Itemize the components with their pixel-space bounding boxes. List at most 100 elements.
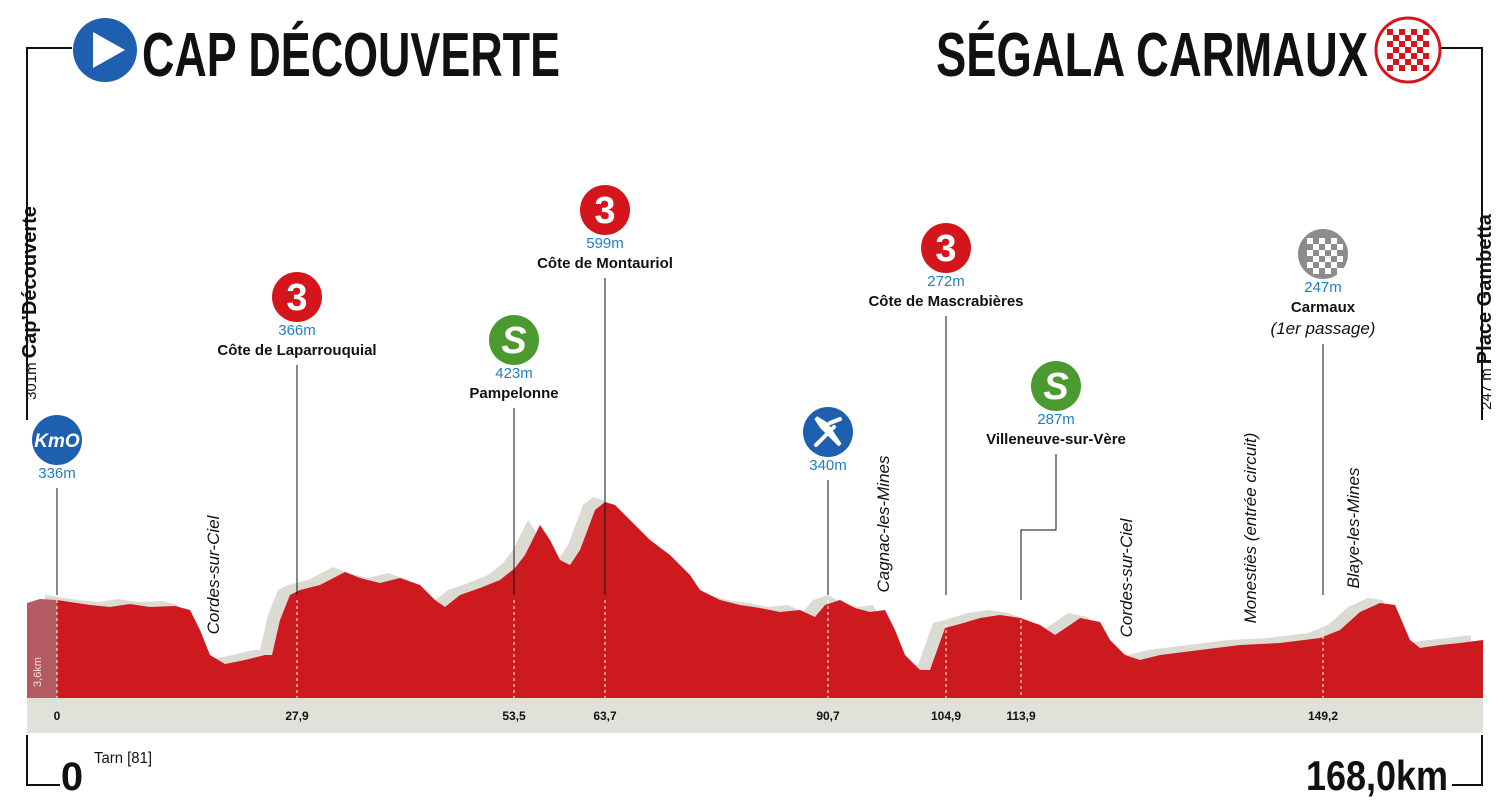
finish-icon-square	[1399, 53, 1405, 59]
marker-km: 27,9	[285, 709, 309, 723]
start-km: 0	[61, 755, 83, 799]
marker-icon	[32, 415, 82, 465]
marker-km: 0	[54, 709, 61, 723]
bracket	[26, 47, 72, 420]
marker-icon-square	[1313, 256, 1319, 262]
town-label: Cagnac-les-Mines	[874, 455, 893, 592]
marker-icon	[580, 185, 630, 235]
marker-km: 149,2	[1308, 709, 1338, 723]
marker-icon-square	[1325, 256, 1331, 262]
marker-icon-label: S	[501, 320, 526, 362]
marker-icon-square	[1331, 262, 1337, 268]
km-band	[27, 698, 1483, 733]
finish-icon-square	[1417, 35, 1423, 41]
distance: 168,0km	[1306, 752, 1448, 799]
marker-altitude: 366m	[278, 322, 316, 339]
finish-icon-square	[1387, 29, 1393, 35]
marker-icon-square	[1331, 238, 1337, 244]
marker-icon-square	[1337, 244, 1343, 250]
marker-icon-square	[1307, 262, 1313, 268]
marker-km: 113,9	[1006, 709, 1036, 723]
marker-icon-square	[1313, 268, 1319, 274]
town-label: Cordes-sur-Ciel	[1117, 517, 1136, 637]
marker-altitude: 423m	[495, 365, 533, 382]
finish-icon-square	[1423, 41, 1429, 47]
finish-icon-square	[1411, 29, 1417, 35]
marker-icon-fork	[814, 416, 842, 447]
marker-km: 63,7	[593, 709, 617, 723]
finish-icon-square	[1399, 41, 1405, 47]
marker-icon-square	[1307, 250, 1313, 256]
finish-icon-square	[1393, 59, 1399, 65]
finish-icon-square	[1399, 65, 1405, 71]
finish-icon-square	[1393, 35, 1399, 41]
finish-place: Place Gambetta	[1474, 213, 1496, 364]
start-icon-arrow	[93, 32, 125, 68]
marker-icon	[272, 272, 322, 322]
finish-icon-square	[1387, 65, 1393, 71]
marker-name: Côte de Mascrabières	[868, 293, 1023, 310]
start-altitude: 301m	[23, 362, 40, 400]
neutral-distance: 3,6km	[32, 657, 44, 687]
finish-icon-square	[1405, 47, 1411, 53]
finish-icon-square	[1387, 53, 1393, 59]
finish-icon-square	[1411, 53, 1417, 59]
finish-label: 247 m Place Gambetta	[1474, 213, 1496, 410]
marker-altitude: 272m	[927, 273, 965, 290]
marker-icon-square	[1319, 262, 1325, 268]
marker-icon	[921, 223, 971, 273]
bracket	[26, 735, 60, 786]
finish-altitude: 247 m	[1478, 368, 1495, 410]
finish-icon-square	[1417, 47, 1423, 53]
finish-icon-square	[1423, 29, 1429, 35]
marker-icon-square	[1337, 256, 1343, 262]
marker-icon	[489, 315, 539, 365]
finish-title: SÉGALA CARMAUX	[936, 21, 1368, 90]
marker-name: Côte de Laparrouquial	[217, 342, 376, 359]
marker-name: Pampelonne	[469, 385, 558, 402]
finish-icon-square	[1411, 41, 1417, 47]
marker-altitude: 599m	[586, 235, 624, 252]
bracket	[1440, 47, 1483, 420]
marker-icon-square	[1325, 268, 1331, 274]
marker-altitude: 336m	[38, 465, 76, 482]
neutral-zone	[27, 599, 57, 698]
marker-icon-square	[1313, 244, 1319, 250]
finish-icon-square	[1405, 35, 1411, 41]
finish-icon-square	[1411, 65, 1417, 71]
marker-altitude: 287m	[1037, 411, 1075, 428]
profile	[57, 502, 1483, 698]
finish-icon-square	[1405, 59, 1411, 65]
marker-icon-square	[1325, 244, 1331, 250]
marker-icon-square	[1319, 250, 1325, 256]
marker-km: 53,5	[502, 709, 526, 723]
start-place: Cap’Découverte	[19, 206, 41, 358]
bracket	[1452, 735, 1483, 786]
marker-altitude: 247m	[1304, 279, 1342, 296]
marker-icon-square	[1319, 238, 1325, 244]
marker-name: Villeneuve-sur-Vère	[986, 431, 1126, 448]
marker-icon-square	[1331, 250, 1337, 256]
finish-icon-square	[1423, 53, 1429, 59]
marker-icon-label: 3	[286, 277, 307, 319]
town-label: Monestiès (entrée circuit)	[1241, 433, 1260, 624]
marker-icon-label: 3	[935, 228, 956, 270]
marker-line	[1020, 454, 1057, 600]
start-label: 301m Cap’Découverte	[19, 206, 41, 400]
marker-icon-label: S	[1043, 366, 1068, 408]
finish-icon-square	[1393, 47, 1399, 53]
marker-icon	[1031, 361, 1081, 411]
marker-name: Côte de Montauriol	[537, 255, 673, 272]
town-label: Cordes-sur-Ciel	[204, 514, 223, 634]
marker-icon-square	[1337, 268, 1343, 274]
start-title: CAP DÉCOUVERTE	[142, 21, 560, 90]
marker-altitude: 340m	[809, 457, 847, 474]
town-label: Blaye-les-Mines	[1344, 467, 1363, 588]
finish-icon-square	[1387, 41, 1393, 47]
finish-icon-square	[1417, 59, 1423, 65]
department: Tarn [81]	[94, 750, 152, 767]
marker-km: 104,9	[931, 709, 961, 723]
marker-icon-square	[1307, 238, 1313, 244]
marker-name: Carmaux	[1291, 299, 1356, 316]
